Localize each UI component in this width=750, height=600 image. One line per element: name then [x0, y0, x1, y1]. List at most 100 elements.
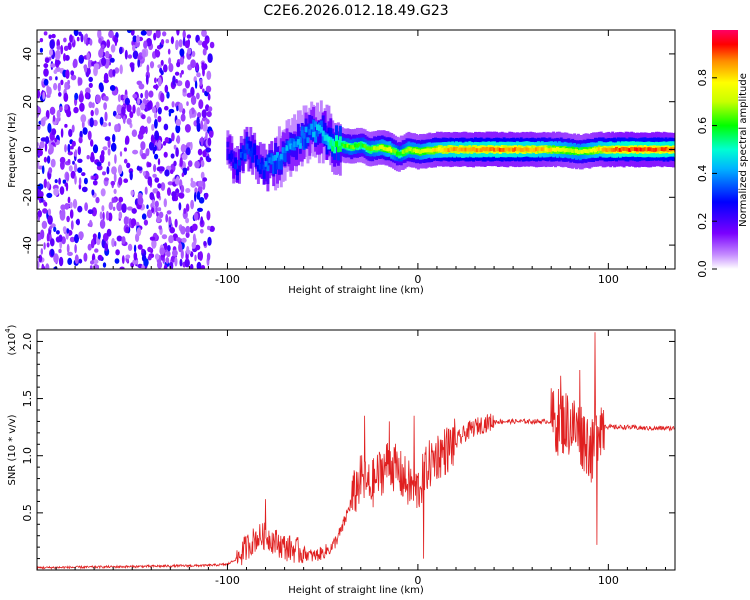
noise-cell — [202, 48, 207, 56]
noise-cell — [66, 109, 72, 118]
noise-cell — [160, 182, 166, 191]
ridge-cell — [435, 147, 439, 152]
noise-cell — [118, 176, 123, 186]
ridge-cell — [590, 148, 594, 153]
ridge-cell — [394, 149, 397, 154]
noise-cell — [37, 124, 41, 130]
noise-cell — [89, 117, 94, 128]
noise-cell — [37, 183, 44, 190]
ridge-cell — [298, 143, 302, 149]
noise-cell — [53, 69, 58, 74]
noise-cell — [114, 67, 120, 74]
noise-cell — [205, 85, 212, 93]
ridge-cell — [314, 121, 318, 128]
noise-cell — [194, 191, 197, 202]
ridge-cell — [527, 148, 531, 152]
noise-cell — [103, 102, 107, 110]
ridge-cell — [230, 153, 234, 160]
colorbar-tick-label: 0.6 — [696, 117, 709, 135]
ridge-cell — [578, 149, 582, 154]
noise-cell — [46, 233, 50, 242]
noise-cell — [110, 142, 117, 152]
ridge-cell — [335, 135, 338, 147]
noise-cell — [197, 207, 203, 212]
noise-cell — [186, 34, 192, 39]
noise-cell — [186, 92, 192, 98]
noise-cell — [77, 205, 83, 213]
ridge-cell — [418, 150, 422, 154]
noise-cell — [179, 157, 183, 168]
ridge-cell — [234, 157, 238, 169]
ridge-cell — [569, 148, 573, 153]
noise-cell — [196, 191, 201, 200]
ridge-cell — [380, 145, 384, 149]
noise-cell — [136, 107, 141, 117]
noise-cell — [47, 208, 52, 216]
noise-cell — [159, 247, 165, 256]
noise-cell — [65, 69, 70, 79]
noise-cell — [190, 95, 197, 106]
noise-cell — [59, 240, 63, 249]
ridge-cell — [474, 148, 477, 152]
ridge-cell — [544, 147, 548, 152]
noise-cell — [90, 109, 94, 117]
ridge-cell — [472, 147, 476, 151]
noise-cell — [90, 154, 95, 163]
noise-cell — [208, 106, 213, 112]
noise-cell — [56, 45, 61, 50]
ridge-cell — [595, 147, 599, 152]
noise-cell — [147, 176, 153, 187]
ridge-cell — [605, 148, 609, 152]
ridge-cell — [321, 130, 325, 137]
ridge-cell — [470, 147, 474, 152]
scale-prefix: (x10 — [7, 333, 18, 356]
noise-cell — [76, 36, 80, 42]
noise-cell — [92, 233, 97, 239]
noise-cell — [50, 63, 56, 68]
noise-cell — [92, 144, 99, 154]
noise-cell — [55, 60, 61, 66]
noise-cell — [163, 123, 169, 131]
noise-cell — [105, 210, 110, 221]
noise-cell — [58, 248, 62, 254]
noise-cell — [180, 113, 186, 122]
noise-cell — [106, 228, 112, 237]
noise-cell — [176, 61, 181, 68]
ridge-cell — [249, 145, 253, 169]
noise-cell — [197, 112, 202, 119]
ridge-cell — [239, 152, 243, 158]
noise-cell — [101, 57, 107, 66]
noise-cell — [146, 204, 149, 210]
noise-cell — [124, 49, 128, 60]
noise-cell — [67, 42, 72, 50]
ridge-cell — [571, 149, 575, 153]
ridge-cell — [662, 147, 666, 152]
noise-cell — [148, 141, 155, 151]
noise-cell — [74, 234, 79, 244]
noise-cell — [102, 146, 108, 151]
noise-cell — [117, 164, 123, 175]
ridge-cell — [468, 147, 472, 152]
noise-cell — [206, 157, 212, 163]
ridge-cell — [460, 147, 464, 152]
ridge-cell — [489, 147, 493, 151]
ridge-cell — [226, 148, 230, 161]
ridge-cell — [599, 146, 603, 151]
noise-cell — [121, 106, 126, 116]
ridge-cell — [611, 148, 615, 152]
noise-cell — [107, 148, 111, 156]
noise-cell — [144, 89, 149, 100]
noise-cell — [164, 137, 170, 144]
noise-cell — [101, 44, 105, 49]
ridge-cell — [416, 149, 420, 154]
noise-cell — [74, 254, 79, 264]
ridge-cell — [371, 146, 375, 151]
noise-cell — [59, 156, 66, 164]
ridge-cell — [582, 148, 586, 153]
noise-cell — [121, 203, 127, 214]
noise-cell — [180, 249, 184, 259]
noise-cell — [137, 244, 143, 250]
noise-cell — [50, 248, 55, 257]
ridge-cell — [575, 149, 578, 153]
noise-cell — [143, 258, 149, 267]
